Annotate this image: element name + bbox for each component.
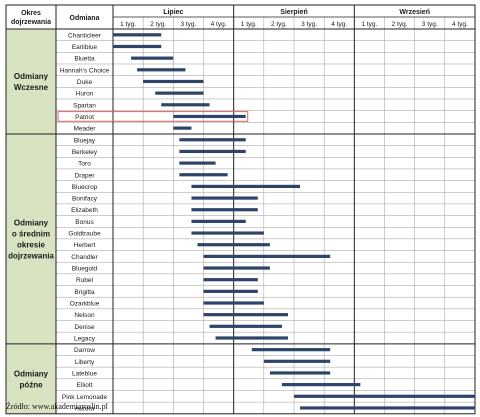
group-cell: [6, 29, 56, 134]
group-label: okresie: [17, 240, 46, 249]
variety-label: Darrow: [74, 347, 95, 354]
variety-bar: [191, 196, 258, 200]
month-label: Wrzesień: [399, 9, 430, 16]
variety-label: Nelson: [74, 312, 95, 319]
week-label: 3 tyg.: [180, 21, 196, 28]
header-period: Okres: [21, 10, 41, 17]
week-label: 4 tyg.: [211, 21, 227, 28]
variety-label: Chandler: [71, 254, 98, 261]
variety-bar: [191, 231, 264, 235]
variety-bar: [294, 394, 475, 398]
variety-label: Draper: [75, 172, 96, 179]
variety-bar: [179, 138, 246, 142]
variety-label: Ozarkblue: [70, 301, 100, 308]
variety-label: Elliott: [77, 382, 93, 389]
variety-label: Denise: [74, 324, 95, 331]
variety-bar: [203, 289, 258, 293]
variety-bar: [143, 79, 204, 84]
group-label: Wczesne: [14, 83, 49, 92]
variety-label: Toro: [78, 161, 91, 168]
variety-bar: [191, 208, 258, 212]
variety-label: Huron: [76, 91, 94, 98]
group-label: o średnim: [12, 229, 50, 238]
variety-label: Berkeley: [72, 149, 98, 156]
week-label: 2 tyg.: [392, 21, 408, 28]
week-label: 1 tyg.: [241, 21, 257, 28]
week-label: 1 tyg.: [120, 21, 136, 28]
variety-label: Bluejay: [74, 137, 96, 144]
variety-label: Hannah's Choice: [60, 67, 110, 74]
variety-bar: [191, 184, 301, 189]
variety-bar: [281, 383, 361, 387]
variety-bar: [155, 91, 204, 95]
variety-bar: [269, 371, 331, 375]
variety-label: Chanticleer: [68, 32, 102, 39]
group-label: późne: [19, 380, 43, 389]
variety-label: Aurora: [75, 405, 95, 412]
variety-label: Bluegold: [72, 266, 98, 273]
variety-label: Spartan: [73, 102, 96, 109]
variety-bar: [179, 149, 246, 154]
group-cell: [6, 343, 56, 414]
variety-label: Patriot: [75, 114, 94, 121]
group-label: dojrzewania: [8, 251, 54, 260]
variety-bar: [179, 161, 216, 165]
variety-bar: [203, 313, 288, 317]
week-label: 4 tyg.: [452, 21, 468, 28]
variety-bar: [300, 406, 475, 410]
variety-label: Duke: [77, 79, 93, 86]
variety-bar: [179, 173, 228, 177]
variety-label: Meader: [73, 126, 96, 133]
variety-bar: [203, 278, 258, 282]
variety-label: Bonus: [75, 219, 94, 226]
variety-label: Lateblue: [72, 370, 97, 377]
variety-bar: [131, 56, 174, 60]
week-label: 1 tyg.: [361, 21, 377, 28]
variety-bar: [203, 301, 264, 305]
variety-bar: [263, 359, 331, 363]
variety-bar: [161, 103, 210, 107]
variety-label: Goldtraube: [68, 231, 101, 238]
month-label: Lipiec: [163, 9, 183, 16]
variety-label: Liberty: [75, 359, 95, 366]
source-note: Źródło: www.akademiaroslin.pl: [6, 402, 108, 411]
variety-bar: [251, 348, 331, 352]
variety-bar: [173, 126, 192, 130]
variety-label: Earliblue: [72, 44, 98, 51]
variety-label: Brigitta: [74, 289, 95, 296]
variety-label: Legacy: [74, 335, 96, 342]
variety-bar: [113, 44, 162, 49]
group-label: Odmiany: [14, 218, 49, 227]
variety-bar: [173, 114, 246, 119]
table-border: [5, 4, 476, 415]
header-period: dojrzewania: [11, 19, 51, 26]
week-label: 2 tyg.: [271, 21, 287, 28]
variety-label: Pink Lemonade: [62, 394, 108, 401]
month-label: Sierpień: [280, 9, 308, 16]
variety-bar: [203, 254, 331, 258]
week-label: 3 tyg.: [301, 21, 317, 28]
variety-label: Bonifacy: [72, 196, 98, 203]
variety-label: Elizabeth: [71, 207, 98, 214]
group-label: Odmiany: [14, 369, 49, 378]
variety-label: Bluetta: [74, 56, 95, 63]
variety-bar: [191, 219, 246, 223]
week-label: 2 tyg.: [150, 21, 166, 28]
variety-bar: [209, 324, 282, 328]
header-variety: Odmiana: [70, 15, 100, 22]
variety-label: Herbert: [74, 242, 96, 249]
variety-bar: [197, 243, 270, 247]
week-label: 4 tyg.: [331, 21, 347, 28]
week-label: 3 tyg.: [422, 21, 438, 28]
variety-bar: [113, 33, 162, 37]
group-label: Odmiany: [14, 72, 49, 81]
variety-label: Bluecrop: [72, 184, 98, 191]
variety-bar: [137, 68, 186, 72]
highlight-box: [57, 111, 249, 122]
variety-bar: [203, 266, 270, 270]
variety-label: Rubel: [76, 277, 94, 284]
variety-bar: [215, 336, 288, 340]
group-cell: [6, 133, 56, 344]
